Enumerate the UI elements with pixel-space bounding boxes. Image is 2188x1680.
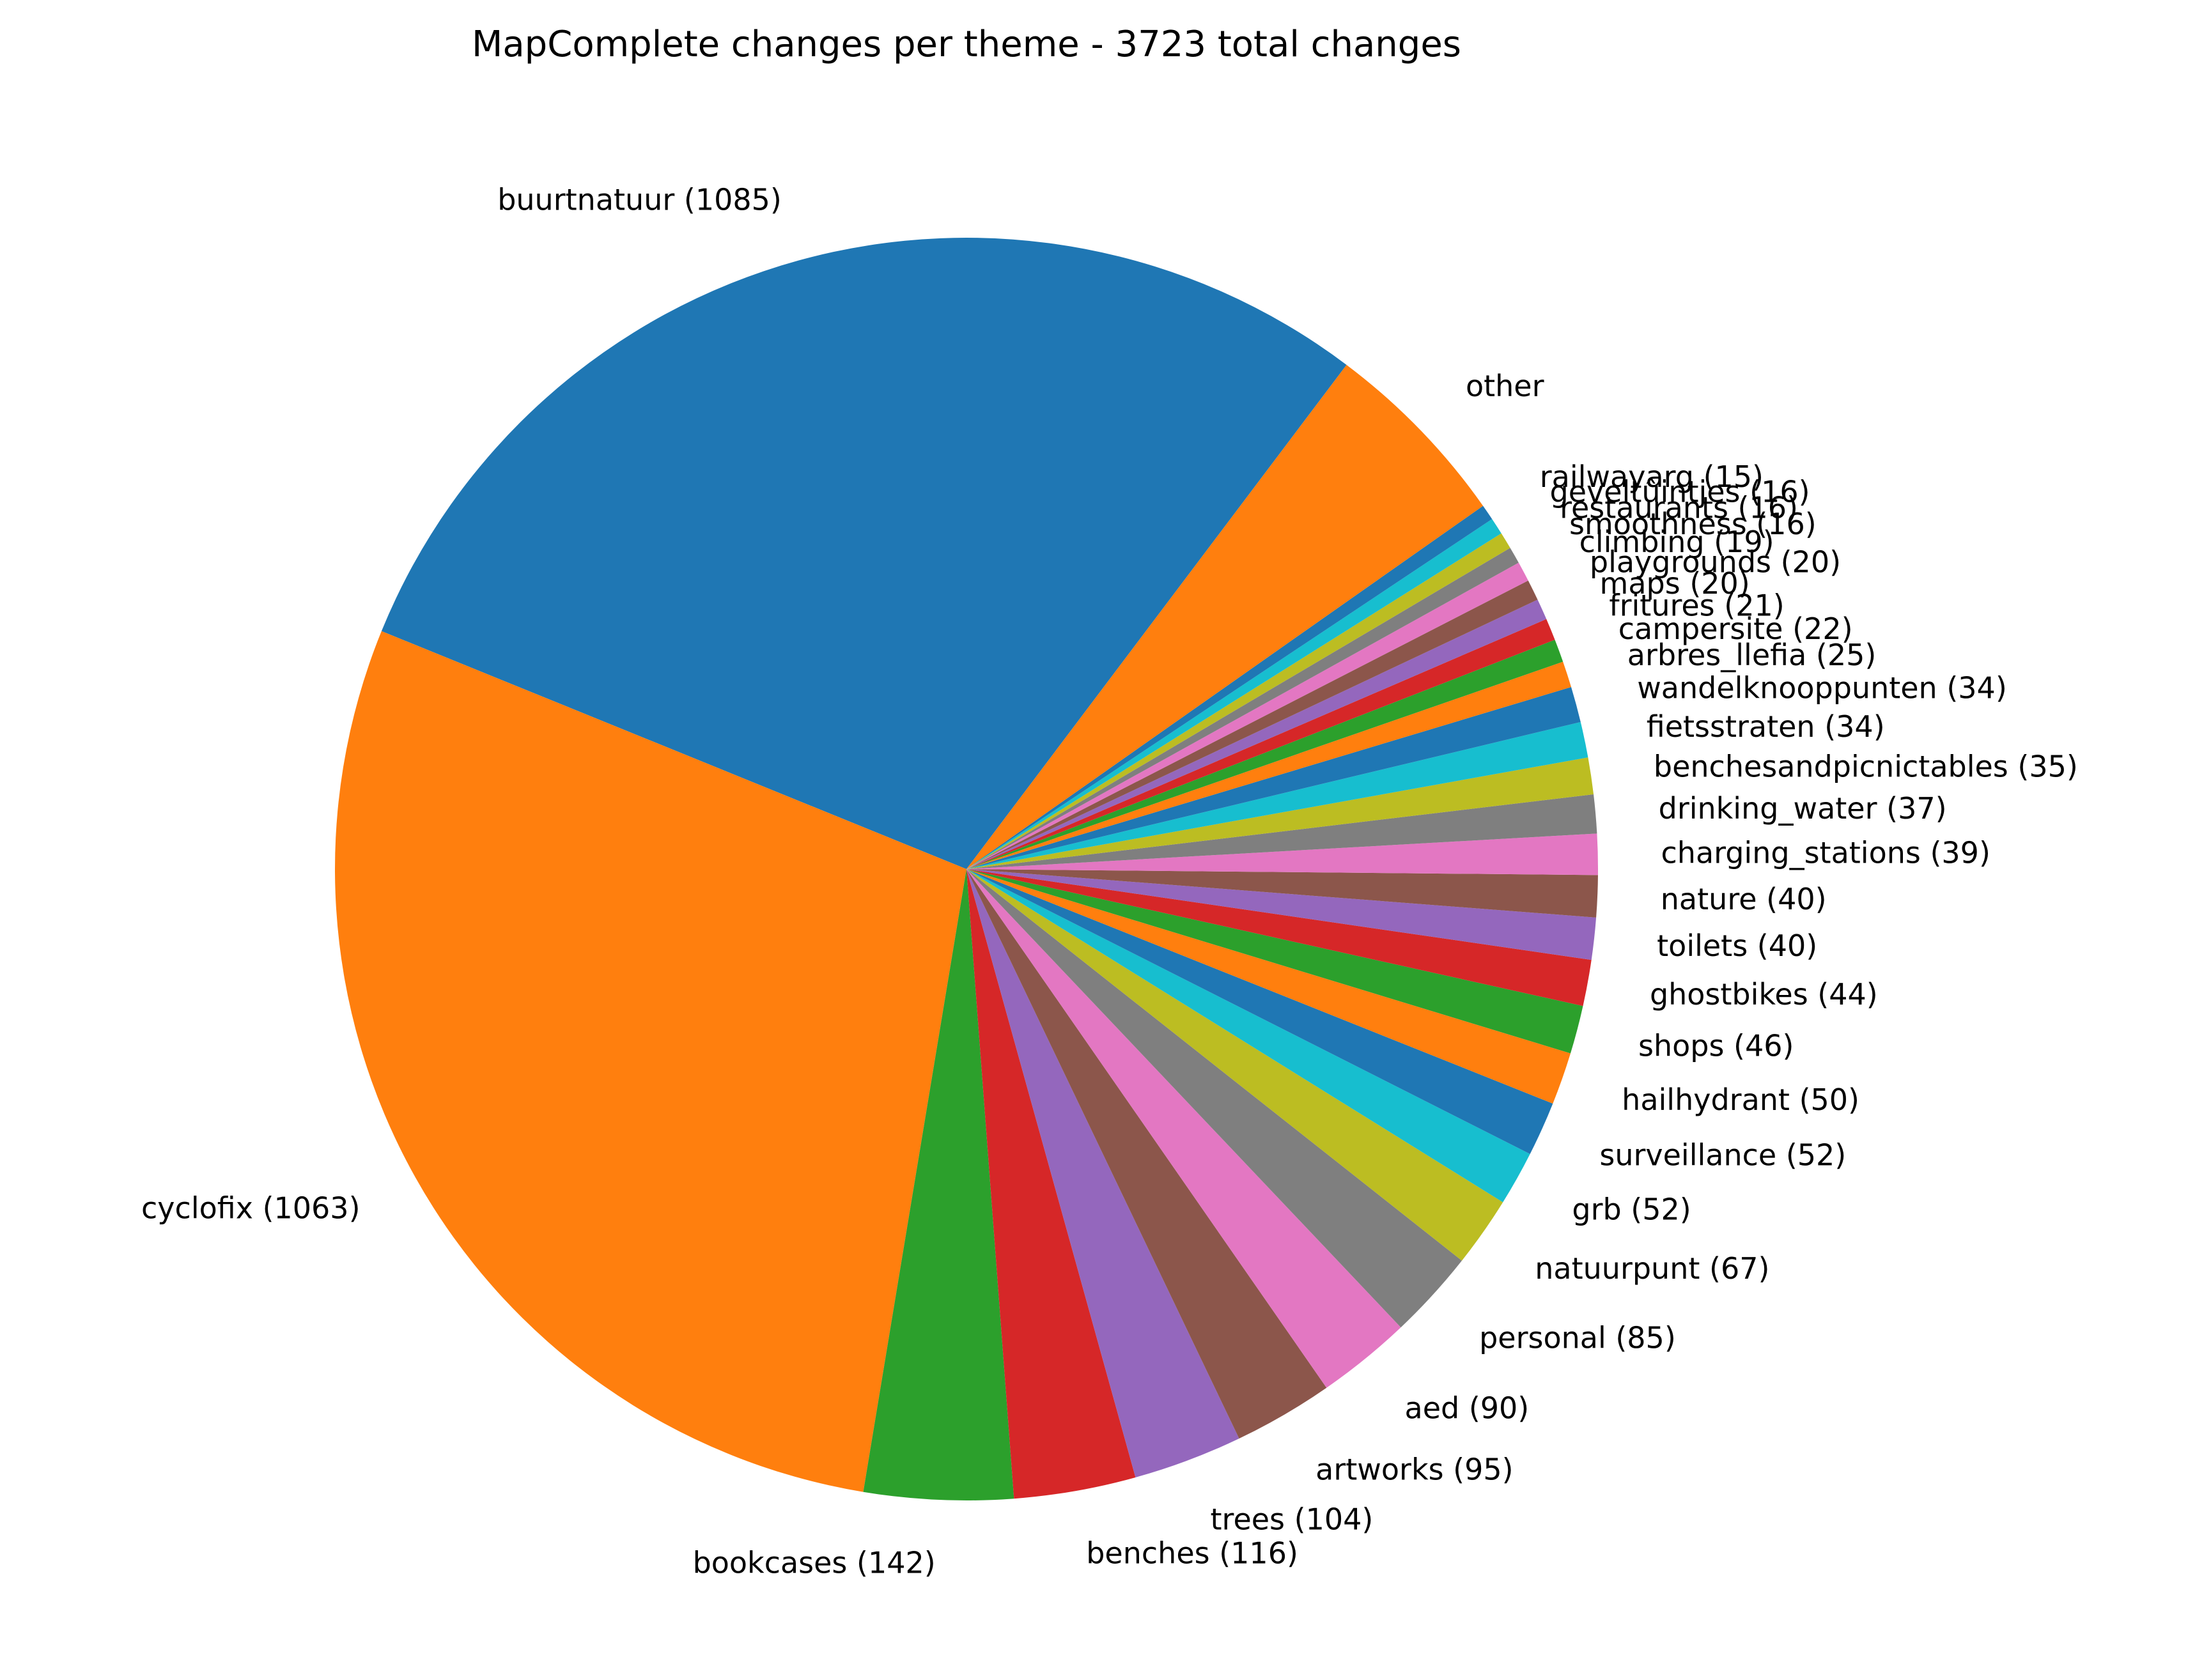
pie-label-charging-stations: charging_stations (39) <box>1661 836 1990 870</box>
pie-label-bookcases: bookcases (142) <box>693 1546 936 1580</box>
pie-label-buurtnatuur: buurtnatuur (1085) <box>497 182 782 217</box>
pie-slice-benchesandpicnictables <box>966 757 1594 869</box>
pie-slice-grb <box>966 869 1530 1203</box>
pie-label-playgrounds: playgrounds (20) <box>1590 545 1841 580</box>
pie-slice-natuurpunt <box>966 869 1503 1261</box>
pie-slice-drinking-water <box>966 794 1597 869</box>
pie-labels: buurtnatuur (1085) cyclofix (1063) bookcas… <box>141 182 2078 1580</box>
pie-label-arbres-llefia: arbres_llefia (25) <box>1627 638 1877 672</box>
pie-label-cyclofix: cyclofix (1063) <box>141 1191 361 1226</box>
pie-label-maps: maps (20) <box>1600 566 1750 601</box>
pie-slice-hailhydrant <box>966 869 1571 1104</box>
pie-label-personal: personal (85) <box>1479 1320 1676 1355</box>
chart-title: MapComplete changes per theme - 3723 tot… <box>472 24 1461 65</box>
pie-label-other: other <box>1466 369 1544 403</box>
pie-label-benches: benches (116) <box>1086 1536 1298 1571</box>
pie-slice-nature <box>966 869 1598 918</box>
pie-slices <box>335 238 1599 1501</box>
pie-slice-campersite <box>966 640 1563 869</box>
pie-slice-railwayarg <box>966 505 1493 869</box>
pie-slice-personal <box>966 869 1463 1328</box>
pie-label-artworks: artworks (95) <box>1315 1453 1513 1487</box>
pie-label-smoothness: smoothness (16) <box>1569 507 1817 541</box>
pie-slice-trees <box>966 869 1239 1477</box>
pie-label-surveillance: surveillance (52) <box>1599 1138 1846 1173</box>
pie-slice-fritures <box>966 619 1555 869</box>
pie-slice-surveillance <box>966 869 1553 1154</box>
pie-label-climbing: climbing (19) <box>1579 525 1774 559</box>
pie-slice-restaurants <box>966 533 1510 869</box>
pie-slice-bookcases <box>863 869 1014 1501</box>
pie-label-wandelknooppunten: wandelknooppunten (34) <box>1637 671 2007 705</box>
pie-label-nature: nature (40) <box>1661 882 1827 916</box>
pie-slice-cyclofix <box>335 631 966 1492</box>
pie-slice-shops <box>966 869 1583 1054</box>
pie-slice-smoothness <box>966 548 1519 869</box>
pie-label-toilets: toilets (40) <box>1657 929 1817 963</box>
pie-slice-climbing <box>966 562 1528 869</box>
pie-label-aed: aed (90) <box>1405 1391 1530 1425</box>
pie-slice-buurtnatuur <box>381 238 1347 869</box>
pie-slice-aed <box>966 869 1401 1388</box>
pie-label-shops: shops (46) <box>1638 1029 1794 1063</box>
pie-label-campersite: campersite (22) <box>1618 612 1853 646</box>
pie-slice-playgrounds <box>966 580 1538 869</box>
pie-label-fietsstraten: fietsstraten (34) <box>1647 709 1885 744</box>
pie-slice-maps <box>966 599 1547 869</box>
pie-slice-artworks <box>966 869 1327 1439</box>
pie-label-restaurants: restaurants (16) <box>1560 491 1798 525</box>
pie-slice-gevelt-intjes <box>966 519 1501 869</box>
pie-label-fritures: fritures (21) <box>1609 588 1784 622</box>
pie-label-natuurpunt: natuurpunt (67) <box>1535 1251 1769 1286</box>
pie-slice-other <box>966 364 1484 869</box>
pie-slice-wandelknooppunten <box>966 687 1581 869</box>
pie-slice-fietsstraten <box>966 721 1588 869</box>
pie-label-railwayarg: railwayarg (15) <box>1540 459 1764 494</box>
pie-label-drinking-water: drinking_water (37) <box>1659 791 1947 826</box>
pie-label-gevelt-intjes: geveltûintjes (16) <box>1550 475 1810 509</box>
pie-label-hailhydrant: hailhydrant (50) <box>1622 1083 1859 1117</box>
pie-slice-benches <box>966 869 1136 1499</box>
pie-slice-arbres-llefia <box>966 661 1572 869</box>
pie-slice-ghostbikes <box>966 869 1592 1006</box>
pie-label-benchesandpicnictables: benchesandpicnictables (35) <box>1654 749 2078 783</box>
pie-label-ghostbikes: ghostbikes (44) <box>1650 977 1878 1012</box>
pie-slice-toilets <box>966 869 1597 960</box>
pie-label-trees: trees (104) <box>1211 1502 1374 1537</box>
pie-label-grb: grb (52) <box>1572 1192 1691 1227</box>
pie-slice-charging-stations <box>966 833 1599 875</box>
